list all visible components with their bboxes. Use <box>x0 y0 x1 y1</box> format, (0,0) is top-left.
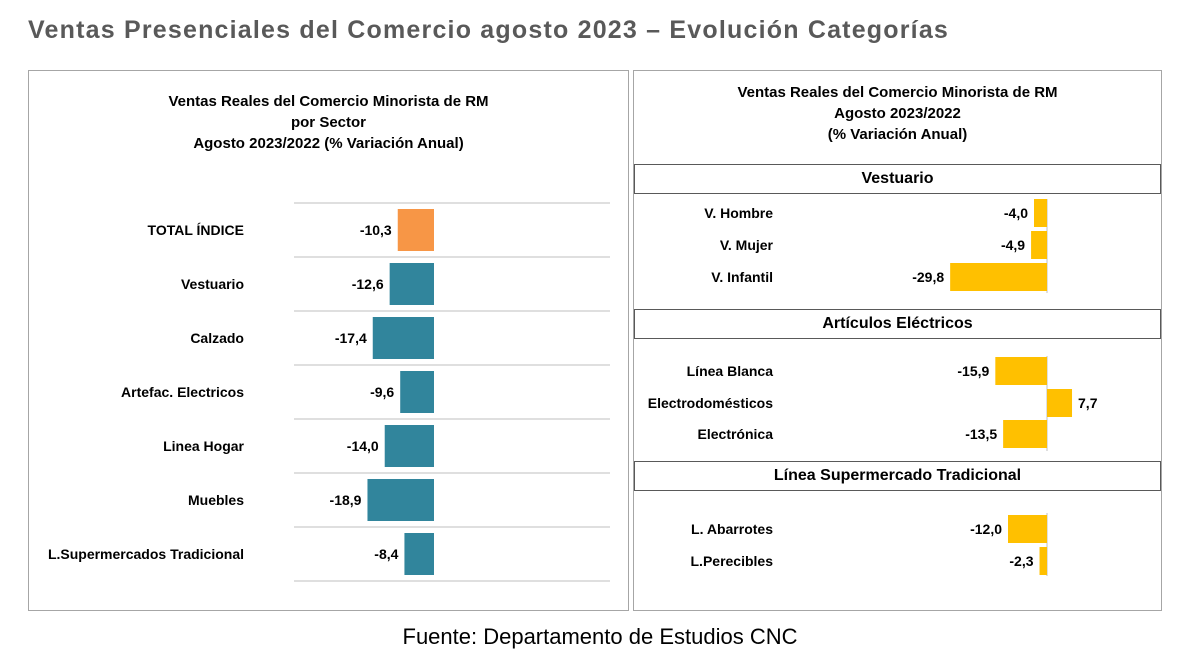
value-label-v-infantil: -29,8 <box>912 269 944 285</box>
right-chart-title-line-1: Ventas Reales del Comercio Minorista de … <box>737 84 1058 101</box>
bar-vestuario <box>389 263 434 305</box>
value-label-muebles: -18,9 <box>330 492 362 508</box>
value-label-total-indice: -10,3 <box>360 222 392 238</box>
category-label-muebles: Muebles <box>188 492 244 508</box>
bar-electronica <box>1003 420 1047 448</box>
category-label-linea-hogar: Linea Hogar <box>163 438 244 454</box>
source-note: Fuente: Departamento de Estudios CNC <box>402 624 798 649</box>
category-label-l-perecibles: L.Perecibles <box>691 553 774 569</box>
category-label-electrodomesticos: Electrodomésticos <box>648 395 773 411</box>
section-header-linea-supermercado: Línea Supermercado Tradicional <box>634 461 1161 491</box>
left-bar-chart: TOTAL ÍNDICE -10,3 Vestuario -12,6 Calzado -1… <box>48 202 610 582</box>
left-chart-title: Ventas Reales del Comercio Minorista de … <box>29 91 628 154</box>
category-label-linea-blanca: Línea Blanca <box>687 363 774 379</box>
bar-muebles <box>367 479 434 521</box>
bar-l-abarrotes <box>1008 515 1047 543</box>
bar-calzado <box>372 317 434 359</box>
bar-v-infantil <box>950 263 1047 291</box>
section-header-articulos-electricos: Artículos Eléctricos <box>634 309 1161 339</box>
category-label-electronica: Electrónica <box>698 426 774 442</box>
category-label-total-indice: TOTAL ÍNDICE <box>148 222 244 238</box>
bar-l-perecibles <box>1039 547 1047 575</box>
category-label-v-mujer: V. Mujer <box>720 237 774 253</box>
right-chart-title-line-2: Agosto 2023/2022 <box>834 105 961 122</box>
value-label-l-supermercados-tradicional: -8,4 <box>374 546 398 562</box>
value-label-electrodomesticos: 7,7 <box>1078 395 1098 411</box>
bar-linea-blanca <box>995 357 1047 385</box>
section-header-vestuario: Vestuario <box>634 164 1161 194</box>
right-bar-chart: V. Hombre -4,0 V. Mujer -4,9 V. Infantil -29,… <box>648 199 1098 576</box>
category-label-artefac-electricos: Artefac. Electricos <box>121 384 244 400</box>
page-title: Ventas Presenciales del Comercio agosto … <box>28 16 950 44</box>
right-chart-title: Ventas Reales del Comercio Minorista de … <box>634 82 1161 145</box>
value-label-artefac-electricos: -9,6 <box>370 384 394 400</box>
bar-artefac-electricos <box>400 371 434 413</box>
category-label-v-hombre: V. Hombre <box>704 205 773 221</box>
bar-electrodomesticos <box>1047 389 1073 417</box>
bar-l-supermercados-tradicional <box>404 533 434 575</box>
category-label-l-supermercados-tradicional: L.Supermercados Tradicional <box>48 546 244 562</box>
category-label-calzado: Calzado <box>190 330 244 346</box>
bar-linea-hogar <box>384 425 434 467</box>
bar-total-indice <box>397 209 434 251</box>
category-label-v-infantil: V. Infantil <box>711 269 773 285</box>
right-chart-title-line-3: (% Variación Anual) <box>827 126 968 143</box>
value-label-electronica: -13,5 <box>965 426 997 442</box>
bar-v-mujer <box>1031 231 1047 259</box>
value-label-l-perecibles: -2,3 <box>1009 553 1033 569</box>
value-label-linea-hogar: -14,0 <box>347 438 379 454</box>
right-chart-panel: Ventas Reales del Comercio Minorista de … <box>633 70 1162 611</box>
left-chart-title-line-3: Agosto 2023/2022 (% Variación Anual) <box>193 135 464 152</box>
category-label-l-abarrotes: L. Abarrotes <box>691 521 773 537</box>
left-chart-title-line-1: Ventas Reales del Comercio Minorista de … <box>168 93 489 110</box>
value-label-v-mujer: -4,9 <box>1001 237 1025 253</box>
left-chart-title-line-2: por Sector <box>290 114 366 131</box>
value-label-vestuario: -12,6 <box>352 276 384 292</box>
category-label-vestuario: Vestuario <box>181 276 244 292</box>
value-label-v-hombre: -4,0 <box>1004 205 1028 221</box>
value-label-linea-blanca: -15,9 <box>957 363 989 379</box>
bar-v-hombre <box>1034 199 1047 227</box>
value-label-l-abarrotes: -12,0 <box>970 521 1002 537</box>
left-chart-panel: Ventas Reales del Comercio Minorista de … <box>28 70 629 611</box>
value-label-calzado: -17,4 <box>335 330 367 346</box>
